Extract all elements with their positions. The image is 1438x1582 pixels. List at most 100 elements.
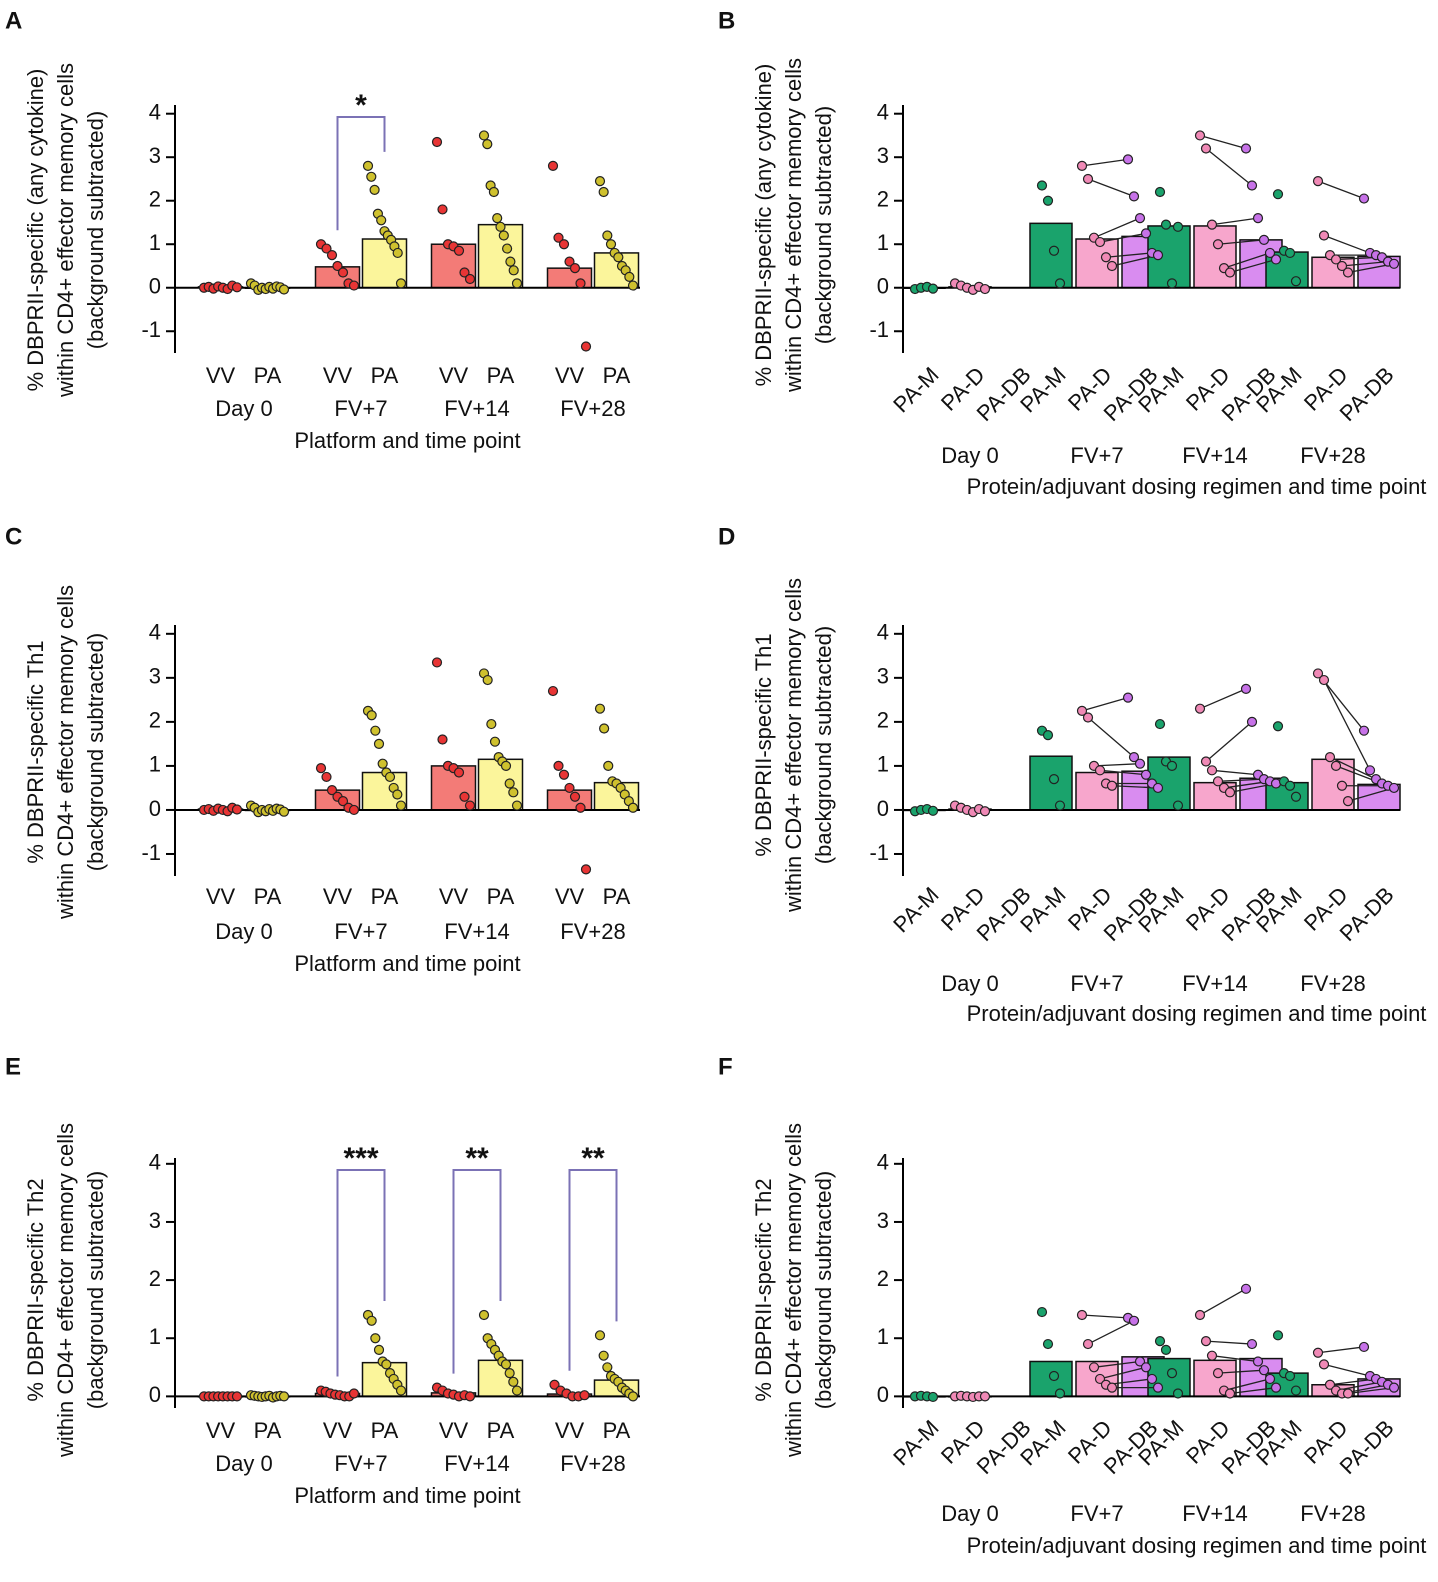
data-point (594, 176, 606, 187)
data-point (1358, 193, 1370, 204)
data-point (381, 1359, 392, 1370)
panel-letter: A (5, 7, 22, 34)
data-point (326, 785, 338, 796)
y-tick-label: 1 (149, 230, 161, 255)
data-point (594, 703, 606, 714)
panel: E % DBPRII-specific Th2 within CD4+ effect… (5, 1053, 640, 1508)
data-point (598, 1350, 609, 1361)
data-point (1212, 776, 1224, 787)
data-point (373, 1344, 385, 1355)
data-point (1330, 760, 1342, 772)
pair-line (1217, 239, 1265, 245)
significance-label: * (355, 89, 367, 122)
x-tick-label: PA (603, 1418, 631, 1443)
significance-bracket (336, 116, 386, 231)
x-tick-label: PA (254, 1418, 282, 1443)
data-point (1318, 230, 1330, 241)
pair-line (1087, 178, 1135, 197)
data-point (464, 273, 476, 285)
y-tick-label: 3 (877, 1208, 889, 1233)
data-point (366, 710, 377, 721)
data-point (575, 278, 586, 289)
data-point (1082, 173, 1094, 185)
bar (1029, 222, 1073, 289)
data-point (1100, 252, 1112, 263)
data-point (1076, 160, 1088, 172)
data-point (1330, 254, 1342, 265)
significance-bracket (336, 1169, 386, 1377)
data-point (1094, 765, 1106, 776)
data-point (1152, 782, 1164, 794)
time-point-label: FV+28 (1300, 1501, 1365, 1526)
data-point (508, 1376, 519, 1387)
data-point (627, 280, 639, 291)
data-point (605, 239, 617, 250)
pair-line (1341, 260, 1389, 267)
pair-line (1087, 1320, 1135, 1345)
data-point (1284, 247, 1296, 259)
time-point-label: Day 0 (215, 1451, 272, 1476)
data-point (498, 230, 509, 241)
data-point (1160, 219, 1172, 230)
time-point-label: Day 0 (941, 971, 998, 996)
data-point (1240, 143, 1252, 154)
y-tick-label: 1 (149, 752, 161, 777)
data-point (1252, 213, 1264, 224)
x-tick-label: VV (555, 1418, 585, 1443)
time-point-label: FV+14 (444, 919, 509, 944)
data-point (1054, 800, 1066, 811)
data-point (511, 278, 523, 289)
data-point (315, 763, 327, 774)
data-point (332, 260, 343, 272)
x-tick-label: VV (206, 1418, 236, 1443)
data-point (1264, 1373, 1276, 1385)
data-point (1042, 1338, 1054, 1350)
y-tick-label: 4 (877, 100, 889, 125)
panel: B % DBPRII-specific (any cytokine) within … (718, 7, 1426, 498)
data-point (1140, 1362, 1152, 1373)
y-axis-label: % DBPRII-specific Th1 (23, 640, 48, 863)
data-point (1212, 239, 1224, 250)
data-point (1088, 1362, 1100, 1373)
data-point (1082, 1338, 1094, 1350)
data-point (1290, 1385, 1302, 1396)
data-point (1076, 705, 1088, 716)
pair-line (1205, 1340, 1253, 1345)
significance-label: ** (581, 1142, 605, 1175)
data-point (1206, 1350, 1218, 1361)
pair-line (1323, 234, 1371, 254)
y-tick-label: 1 (877, 1324, 889, 1349)
data-point (1336, 780, 1348, 791)
data-point (564, 782, 575, 794)
time-point-label: FV+7 (334, 1451, 387, 1476)
data-point (564, 256, 575, 267)
data-point (1258, 234, 1270, 245)
data-point (486, 718, 497, 730)
panel-letter: C (5, 523, 22, 550)
data-point (348, 804, 360, 816)
x-tick-label: VV (555, 884, 585, 909)
data-point (1042, 729, 1054, 741)
data-point (1140, 228, 1152, 239)
time-point-label: FV+7 (1070, 1501, 1123, 1526)
x-tick-label: VV (323, 884, 353, 909)
pair-line (1317, 1346, 1365, 1354)
data-point (1152, 1382, 1164, 1393)
data-point (1212, 1368, 1224, 1379)
y-axis-label: within CD4+ effector memory cells (781, 1123, 806, 1458)
x-tick-label: VV (206, 363, 236, 388)
y-tick-label: 3 (877, 143, 889, 168)
data-point (1240, 1283, 1252, 1294)
x-tick-label: VV (555, 363, 585, 388)
data-point (348, 1388, 360, 1399)
data-point (1272, 189, 1284, 200)
data-point (1054, 1388, 1066, 1399)
pair-line (1223, 252, 1271, 269)
data-point (1272, 721, 1284, 732)
data-point (979, 1391, 991, 1402)
data-point (1358, 1341, 1370, 1353)
y-tick-label: 3 (149, 664, 161, 689)
x-axis-label: Protein/adjuvant dosing regimen and time… (967, 1533, 1427, 1558)
time-point-label: FV+7 (1070, 971, 1123, 996)
data-point (549, 1379, 560, 1390)
